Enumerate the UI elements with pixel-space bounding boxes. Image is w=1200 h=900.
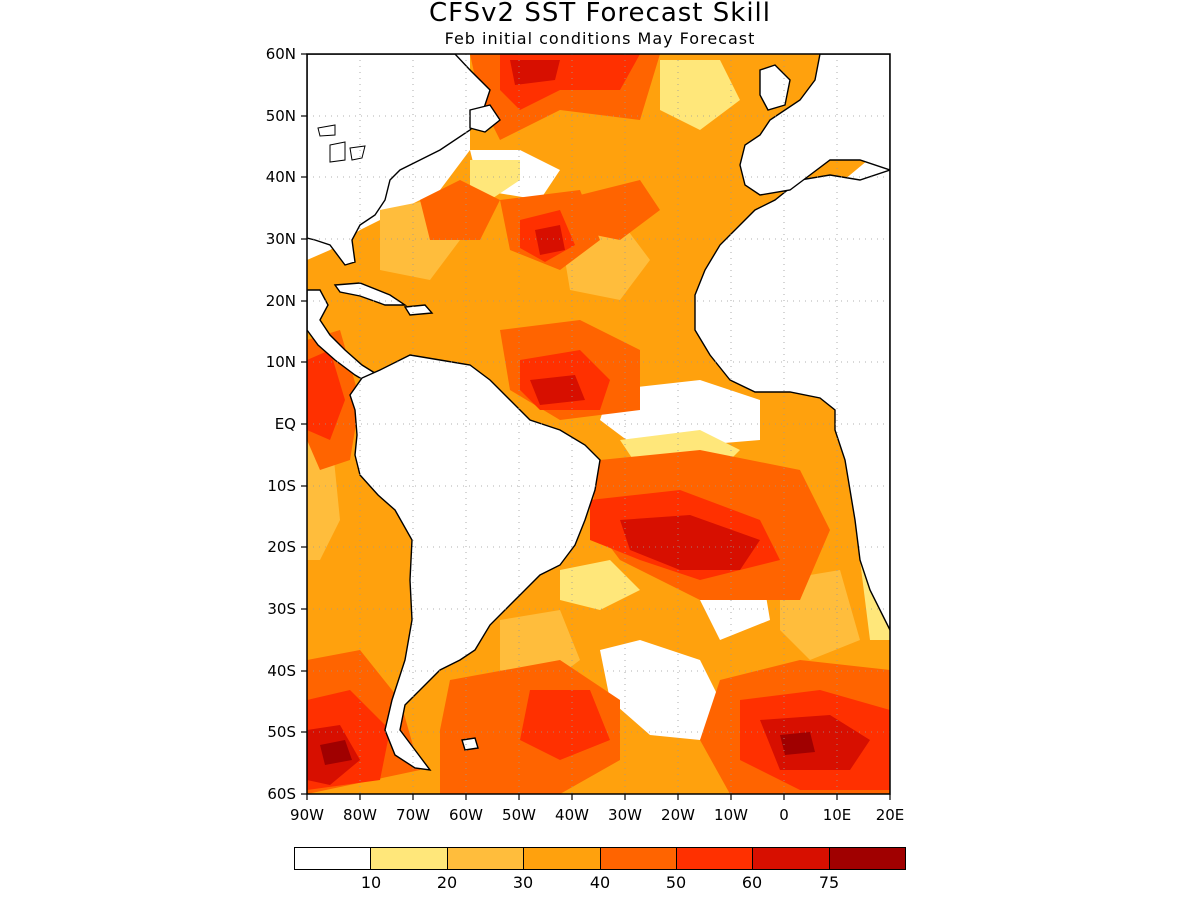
lon-label: 80W	[330, 806, 390, 824]
lat-label: 10S	[242, 477, 296, 495]
lon-label: 50W	[489, 806, 549, 824]
lon-label: 90W	[277, 806, 337, 824]
colorbar-label: 20	[427, 873, 467, 892]
colorbar	[294, 847, 906, 870]
colorbar-swatch	[601, 848, 677, 869]
lon-label: 10W	[701, 806, 761, 824]
lon-label: 10E	[807, 806, 867, 824]
colorbar-swatch	[371, 848, 447, 869]
falkland-islands	[462, 738, 478, 750]
colorbar-swatch	[448, 848, 524, 869]
colorbar-label: 30	[503, 873, 543, 892]
lat-label: 50N	[242, 107, 296, 125]
lat-label: 30S	[242, 600, 296, 618]
skill-field	[307, 54, 890, 794]
colorbar-label: 60	[732, 873, 772, 892]
colorbar-swatch	[677, 848, 753, 869]
lat-label: 20N	[242, 292, 296, 310]
colorbar-swatch	[295, 848, 371, 869]
colorbar-swatch	[830, 848, 905, 869]
lat-label: 30N	[242, 230, 296, 248]
lon-label: 70W	[383, 806, 443, 824]
lat-label: 40S	[242, 662, 296, 680]
colorbar-swatch	[753, 848, 829, 869]
lat-label: 20S	[242, 538, 296, 556]
colorbar-swatch	[524, 848, 600, 869]
lat-label: 60N	[242, 45, 296, 63]
colorbar-label: 40	[580, 873, 620, 892]
lat-label: EQ	[242, 415, 296, 433]
colorbar-label: 50	[656, 873, 696, 892]
lon-label: 0	[754, 806, 814, 824]
colorbar-label: 10	[351, 873, 391, 892]
lon-label: 20E	[860, 806, 920, 824]
colorbar-label: 75	[809, 873, 849, 892]
lon-label: 20W	[648, 806, 708, 824]
lon-label: 60W	[436, 806, 496, 824]
lat-label: 40N	[242, 168, 296, 186]
lon-label: 30W	[595, 806, 655, 824]
lat-label: 50S	[242, 723, 296, 741]
lat-label: 60S	[242, 785, 296, 803]
lon-label: 40W	[542, 806, 602, 824]
lat-label: 10N	[242, 353, 296, 371]
